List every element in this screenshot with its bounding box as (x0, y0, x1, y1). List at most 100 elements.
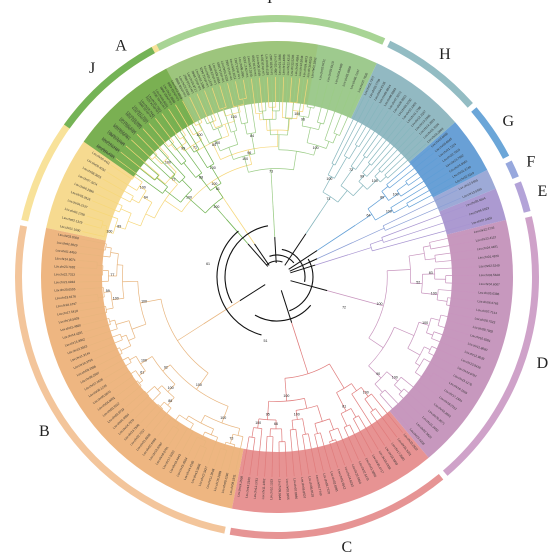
clade-band-j (83, 68, 195, 177)
branch-stem (319, 196, 331, 213)
branch-tip (408, 162, 442, 186)
branch-tip (329, 441, 339, 468)
branch-stem (308, 107, 311, 118)
branch-tip (435, 257, 477, 263)
branch-arc (173, 425, 180, 430)
branch-tip (349, 424, 366, 457)
bootstrap-value: 88 (168, 399, 172, 403)
branch-tip (313, 81, 321, 109)
branch-stem (196, 150, 208, 168)
branch-tip (366, 127, 411, 177)
branch-tip (400, 167, 445, 197)
bootstrap-value: 72 (349, 168, 353, 172)
branch-tip (433, 372, 448, 382)
branch-arc (209, 137, 222, 144)
backbone-stem (290, 264, 316, 274)
branch-stem (269, 119, 271, 135)
branch-tip (389, 152, 435, 189)
branch-tip (438, 289, 477, 293)
branch-arc (97, 294, 99, 302)
leaf-label: Lsv.chr08.7523 (474, 316, 496, 324)
branch-tip (204, 90, 217, 121)
bootstrap-value: 100 (392, 376, 398, 380)
branch-tip (406, 177, 452, 204)
branch-stem (370, 302, 384, 307)
branch-stem (222, 108, 226, 117)
branch-tip (77, 280, 109, 283)
branch-tip (148, 123, 169, 147)
bootstrap-value: 100 (431, 291, 437, 295)
branch-tip (354, 104, 380, 145)
leaf-label: Lsv.chr16.5039 (58, 316, 80, 324)
branch-stem (138, 370, 146, 376)
branch-tip (434, 249, 476, 256)
clade-band-h (350, 63, 456, 163)
branch-tip (289, 429, 295, 477)
branch-arc (128, 370, 134, 377)
branch-tip (385, 197, 461, 231)
leaf-label: Lsv.chr24.6233 (344, 466, 355, 487)
branch-stem (172, 176, 180, 183)
leaf-label: Lsv.chr14.1183 (216, 61, 225, 82)
branch-stem (232, 113, 236, 122)
branch-tip (368, 120, 403, 163)
branch-stem (170, 144, 176, 151)
branch-arc (364, 393, 372, 400)
branch-arc (219, 106, 227, 110)
branch-tip (125, 390, 145, 408)
branch-stem (162, 364, 171, 372)
branch-stem (251, 427, 254, 438)
branch-stem (106, 307, 114, 310)
clade-band-b (40, 227, 244, 509)
branch-tip (142, 128, 169, 158)
clade-band-f (432, 169, 496, 212)
branch-tip (271, 436, 274, 477)
branch-stem (115, 225, 126, 230)
branch-stem (110, 252, 119, 254)
branch-stem (157, 177, 166, 185)
bootstrap-value: 100 (141, 299, 147, 303)
leaf-label: Lsv.chr07.5402 (471, 216, 493, 225)
leaf-label: Lsv.chr05.6386 (478, 291, 499, 297)
branch-arc (353, 415, 359, 419)
branch-stem (352, 227, 385, 243)
branch-tip (135, 135, 176, 175)
leaf-label: Lsv.chr10.1023 (269, 479, 274, 500)
branch-stem (170, 177, 178, 185)
branch-stem (210, 165, 222, 184)
branch-stem (189, 423, 194, 430)
branch-arc (204, 415, 240, 429)
branch-tip (165, 110, 195, 153)
branch-tip (431, 346, 460, 360)
leaf-label: Lsv.chr08.1911 (228, 474, 236, 495)
clade-label-f: F (526, 153, 535, 170)
branch-stem (316, 405, 323, 422)
leaf-label: Lsv.chr22.7313 (54, 272, 75, 276)
branch-stem (244, 123, 248, 135)
leaf-label: Lsv.chr24.8071 (55, 256, 76, 262)
branch-arc (103, 226, 108, 237)
leaf-label: Lsv.chr21.6934 (54, 280, 75, 285)
bootstrap-value: 100 (220, 416, 226, 420)
leaf-label: Lsv.chr09.2290 (221, 472, 230, 494)
branch-stem (228, 147, 234, 160)
branch-tip (82, 231, 105, 237)
branch-arc (161, 385, 175, 398)
branch-stem (213, 204, 227, 220)
branch-tip (97, 353, 123, 366)
branch-tip (249, 437, 256, 476)
branch-arc (331, 163, 336, 166)
branch-tip (405, 157, 438, 182)
branch-tip (187, 436, 198, 457)
branch-tip (247, 79, 256, 133)
bootstrap-value: 100 (313, 146, 319, 150)
branch-stem (181, 179, 193, 190)
backbone-arc (254, 304, 312, 322)
leaf-label: Lsv.chr03.1854 (211, 63, 221, 84)
branch-arc (161, 156, 169, 165)
bootstrap-value: 100 (211, 182, 217, 186)
backbone-stem (290, 280, 328, 292)
branch-stem (410, 282, 423, 284)
bootstrap-value: 100 (393, 193, 399, 197)
branch-stem (238, 105, 241, 113)
